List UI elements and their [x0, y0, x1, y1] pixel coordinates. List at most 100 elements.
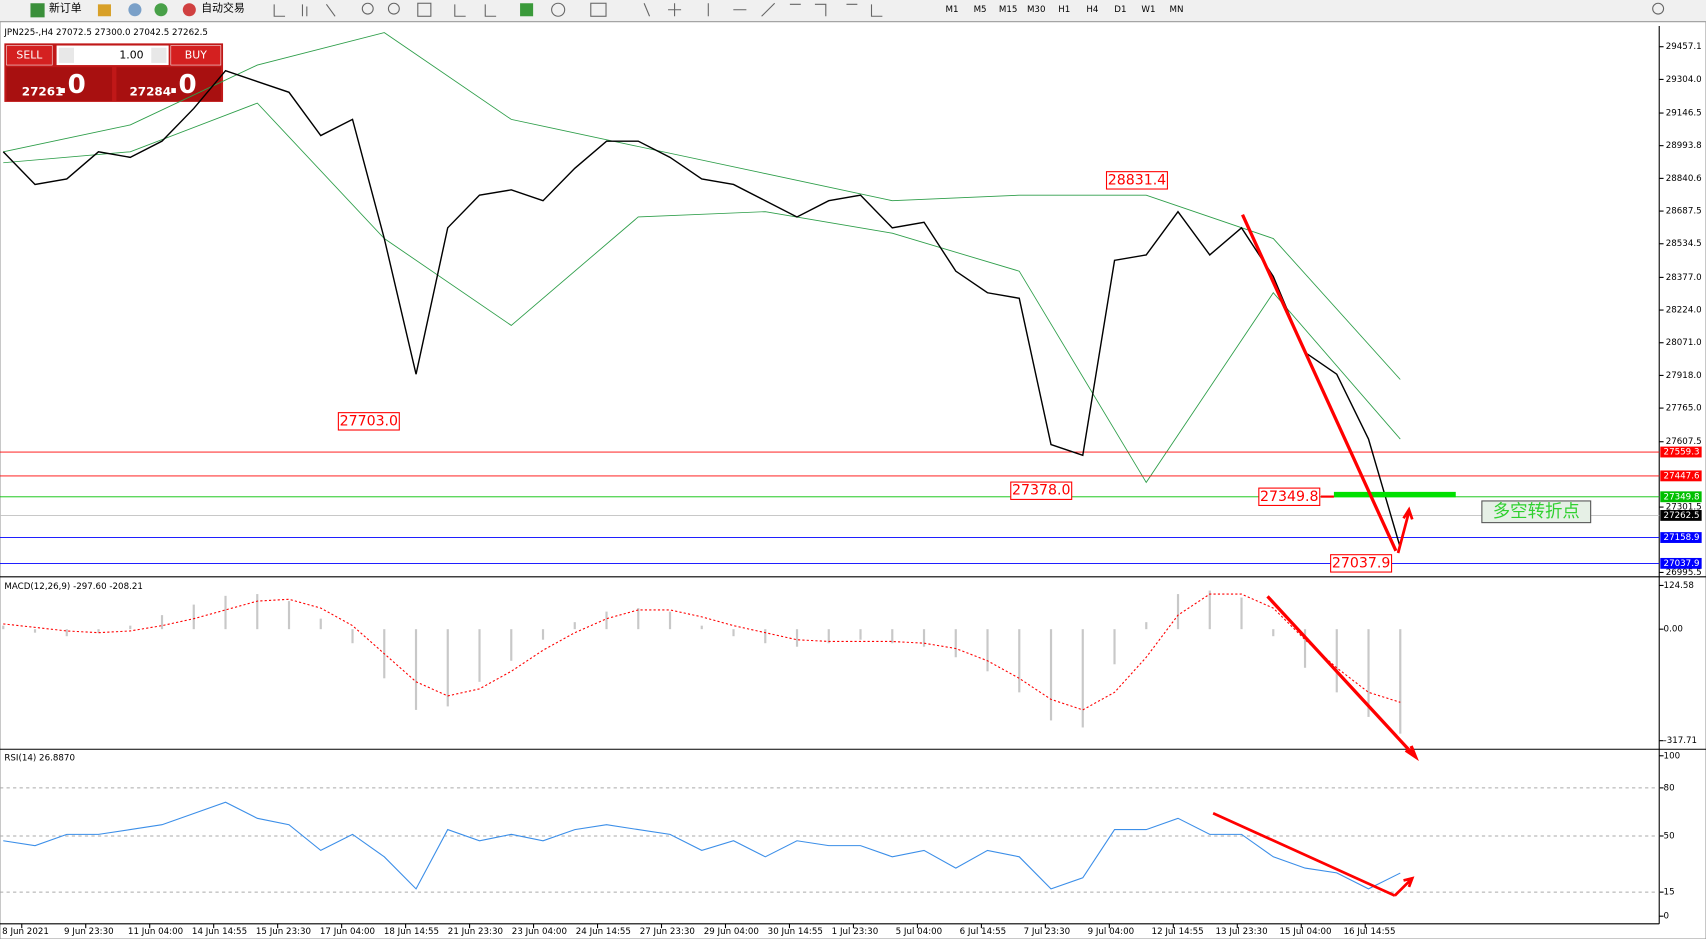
x-tick-label: 9 Jun 23:30	[64, 927, 114, 937]
y-tick-label: 27765.0	[1666, 404, 1702, 414]
macd-bar	[891, 629, 894, 644]
macd-bar	[351, 629, 354, 644]
sell-price-big: .0	[58, 70, 86, 100]
y-tick-label: 80	[1664, 783, 1675, 793]
macd-bar	[986, 629, 989, 672]
sell-label[interactable]: SELL	[16, 48, 42, 61]
volume-input[interactable]	[56, 45, 169, 66]
price-level-label: 27447.6	[1664, 471, 1700, 481]
volume-down[interactable]	[58, 47, 74, 63]
macd-bar	[1399, 629, 1402, 734]
macd-bar	[1272, 629, 1275, 637]
macd-bar	[129, 625, 132, 630]
volume-up[interactable]	[151, 47, 167, 63]
buy-label[interactable]: BUY	[185, 48, 207, 61]
sell-button[interactable]	[6, 45, 53, 66]
zoom-in[interactable]	[361, 2, 374, 15]
turning-label-box	[1481, 500, 1592, 524]
timeframe-button[interactable]: M30	[1027, 5, 1046, 15]
y-tick-label: 0.00	[1664, 625, 1683, 635]
volume-value[interactable]: 1.00	[119, 48, 143, 61]
toolbar	[0, 0, 1706, 22]
price-level-label: 27037.9	[1664, 559, 1700, 569]
buy-price: 27284	[129, 85, 171, 99]
price-line	[2, 69, 1401, 548]
buy-price-big: .0	[169, 70, 197, 100]
drawing-tools[interactable]	[643, 2, 883, 17]
tool-icon[interactable]	[128, 3, 142, 17]
x-tick-label: 5 Jul 04:00	[896, 927, 943, 937]
scroll-icons[interactable]	[454, 4, 497, 17]
rsi-arrow	[1212, 811, 1415, 897]
y-tick-label: 29304.0	[1666, 75, 1702, 85]
y-tick-label: 28071.0	[1666, 338, 1702, 348]
autotrade-button[interactable]: 自动交易	[201, 1, 245, 15]
new-order-button[interactable]: 新订单	[49, 1, 82, 15]
macd-label: MACD(12,26,9) -297.60 -208.21	[4, 582, 143, 592]
y-tick-label: 50	[1664, 831, 1675, 841]
macd-bar	[33, 629, 37, 633]
timeframe-button[interactable]: M1	[945, 5, 958, 15]
macd-bar	[732, 629, 735, 637]
macd-bar	[1113, 629, 1116, 665]
price-annotation-box	[1105, 171, 1168, 190]
y-tick-label: 28377.0	[1666, 273, 1702, 283]
x-tick-label: 9 Jul 04:00	[1088, 927, 1135, 937]
macd-bar	[478, 629, 481, 682]
trend-arrow	[1241, 214, 1398, 552]
price-annotation: 27378.0	[1012, 483, 1070, 499]
y-tick-label: 28840.6	[1666, 174, 1702, 184]
autotrade-icon[interactable]	[182, 3, 196, 17]
x-tick-label: 6 Jul 14:55	[960, 927, 1007, 937]
template-icon[interactable]	[590, 2, 607, 17]
tile[interactable]	[417, 2, 432, 17]
x-tick-label: 30 Jun 14:55	[768, 927, 823, 937]
macd-signal	[3, 593, 1401, 711]
indicator-icon[interactable]	[520, 3, 534, 17]
macd-bar	[1208, 590, 1211, 630]
sell-price-box[interactable]	[6, 67, 113, 101]
macd-bar	[637, 608, 640, 630]
buy-price-box[interactable]	[116, 67, 221, 101]
timeframe-button[interactable]: H4	[1086, 5, 1099, 15]
macd-bar	[605, 611, 608, 630]
macd-bar	[1018, 629, 1021, 693]
macd-bar	[764, 629, 767, 644]
timeframe-button[interactable]: M5	[974, 5, 987, 15]
search[interactable]	[1652, 2, 1665, 15]
macd-bar	[160, 615, 164, 630]
y-tick-label: -317.71	[1664, 736, 1698, 746]
new-order-icon[interactable]	[30, 3, 45, 18]
x-tick-label: 24 Jun 14:55	[576, 927, 631, 937]
macd-bar	[1145, 622, 1148, 630]
macd-bar	[954, 629, 957, 658]
price-annotation-box	[337, 412, 400, 431]
chart-header: JPN225-,H4 27072.5 27300.0 27042.5 27262…	[3, 28, 208, 38]
bollinger-lower	[3, 102, 1401, 484]
rsi-label: RSI(14) 26.8870	[4, 753, 75, 763]
macd-bar	[1049, 629, 1053, 721]
timeframe-button[interactable]: W1	[1141, 5, 1155, 15]
price-level-tag	[1660, 470, 1702, 482]
timeframe-button[interactable]: M15	[999, 5, 1018, 15]
tool-icon[interactable]	[154, 3, 168, 17]
x-tick-label: 7 Jul 23:30	[1024, 927, 1071, 937]
y-tick-label: 26995.5	[1666, 568, 1702, 578]
y-tick-label: 27607.5	[1666, 437, 1702, 447]
buy-button[interactable]	[170, 45, 222, 66]
macd-bar	[256, 594, 259, 630]
price-annotation-box	[1258, 487, 1321, 506]
rsi-line	[3, 801, 1401, 890]
price-annotation-box	[1010, 481, 1073, 500]
tool-icon[interactable]	[97, 4, 111, 17]
timeframe-button[interactable]: MN	[1170, 5, 1184, 15]
macd-bar	[795, 629, 799, 647]
macd-bar	[2, 625, 5, 630]
x-tick-label: 23 Jun 04:00	[512, 927, 567, 937]
zoom-out[interactable]	[387, 2, 400, 15]
period-icon[interactable]	[551, 2, 566, 17]
macd-bar	[827, 629, 830, 644]
chart-type-icons[interactable]	[273, 4, 336, 17]
timeframe-button[interactable]: H1	[1058, 5, 1070, 15]
timeframe-button[interactable]: D1	[1114, 5, 1126, 15]
